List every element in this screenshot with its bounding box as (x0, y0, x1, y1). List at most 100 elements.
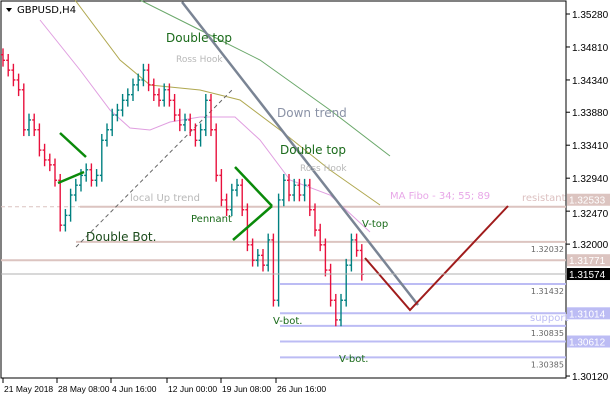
price-bar (235, 178, 239, 197)
price-bar (136, 73, 141, 92)
chart-frame (0, 0, 567, 379)
time-axis-label: 21 May 2018 (4, 384, 53, 394)
label-v-top: V-top (362, 219, 388, 230)
price-bar (307, 178, 312, 217)
current-price-text: 1.31574 (569, 270, 606, 281)
price-bar (167, 83, 172, 107)
level-price-label: 1.31432 (531, 287, 564, 296)
price-axis-label: 1.32470 (572, 209, 609, 220)
price-bar (339, 293, 343, 327)
price-bar (292, 178, 297, 202)
label-v-bottom-1: V-bot. (273, 316, 302, 327)
price-bar (68, 188, 73, 222)
price-bar (323, 238, 328, 277)
price-bar (302, 178, 307, 202)
price-bar (354, 233, 359, 257)
level-price-tag-text: 1.30612 (569, 338, 606, 349)
price-bar (209, 93, 213, 137)
level-price-tag-text: 1.31014 (569, 309, 606, 320)
price-axis-label: 1.32940 (572, 174, 609, 185)
price-bar (84, 163, 89, 182)
price-bar (105, 123, 109, 147)
price-bar (229, 183, 234, 217)
label-ma-fibo: MA Fibo - 34; 55; 89 (390, 191, 490, 202)
price-bar (203, 93, 208, 137)
label-resistant: resistant (522, 193, 566, 204)
price-bar (27, 113, 31, 137)
level-price-tag (567, 254, 610, 267)
price-bar (198, 123, 203, 147)
price-bar (32, 113, 37, 137)
price-bar (193, 123, 198, 147)
price-bar (287, 173, 291, 202)
price-bar (177, 108, 182, 132)
level-price-label: 1.30385 (531, 360, 564, 369)
price-axis-label: 1.33410 (572, 141, 609, 152)
time-axis-label: 19 Jun 08:00 (222, 384, 271, 394)
ma-55-line (74, 0, 381, 206)
price-bar (16, 73, 21, 97)
level-price-tag-text: 1.31771 (569, 256, 606, 267)
forecast-path (364, 205, 509, 312)
price-bar (141, 63, 146, 87)
price-axis-label: 1.33880 (572, 108, 609, 119)
price-bar (162, 83, 167, 107)
time-axis-label: 4 Jun 16:00 (112, 384, 157, 394)
price-bar (183, 113, 187, 132)
price-bar (89, 163, 94, 187)
price-bar (151, 78, 156, 101)
price-bar (214, 123, 219, 182)
label-ross-hook-2: Ross Hook (300, 164, 347, 174)
level-price-tag (567, 307, 610, 320)
price-bar (146, 63, 151, 92)
price-bar (63, 209, 68, 232)
label-ross-hook-1: Ross Hook (176, 55, 223, 65)
price-axis-label: 1.35280 (572, 10, 609, 21)
price-bar (157, 88, 161, 107)
price-bar (99, 133, 104, 182)
price-bar (250, 238, 255, 267)
level-price-tag (567, 335, 610, 348)
price-bar (42, 143, 47, 167)
label-double-bottom: Double Bot. (86, 230, 156, 244)
price-bar (313, 203, 317, 237)
price-bar (21, 83, 26, 137)
price-bar (271, 233, 276, 307)
label-double-top-2: Double top (280, 143, 346, 157)
price-axis-label: 1.32000 (572, 240, 609, 251)
price-bar (1, 48, 5, 67)
label-double-top-1: Double top (166, 31, 232, 45)
level-price-tag (567, 193, 610, 206)
price-bar (333, 293, 338, 327)
price-bar (131, 78, 135, 101)
level-price-label: 1.32032 (531, 245, 564, 254)
price-bar (58, 173, 63, 232)
menu-triangle-down-icon[interactable] (6, 8, 12, 12)
price-bar (240, 178, 245, 217)
price-axis-label: 1.34340 (572, 76, 609, 87)
price-bar (11, 63, 16, 87)
price-bar (224, 193, 229, 217)
ma-89-line (139, 0, 391, 157)
price-bar (261, 249, 265, 272)
price-bar (47, 153, 52, 172)
price-bar (188, 113, 193, 137)
price-bar (281, 173, 286, 207)
price-bar (219, 169, 224, 207)
price-bar (6, 53, 11, 77)
price-bar (125, 88, 130, 107)
price-bar (276, 193, 281, 307)
price-bar (344, 258, 349, 307)
price-bar (73, 178, 78, 202)
label-v-bottom-2: V-bot. (339, 354, 368, 365)
downtrend-line (181, 1, 419, 306)
price-axis-label: 1.30120 (572, 372, 609, 383)
pattern-lines (57, 132, 273, 241)
price-bar (172, 93, 177, 122)
current-price-tag (567, 268, 610, 281)
price-bar (349, 233, 354, 272)
price-bar (53, 158, 57, 187)
label-down-trend: Down trend (277, 106, 347, 120)
